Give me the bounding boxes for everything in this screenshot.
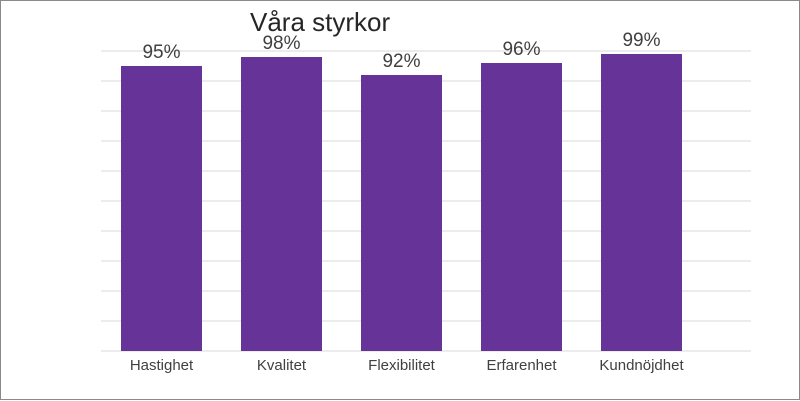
data-label: 95% — [142, 42, 180, 63]
x-tick-label: Flexibilitet — [368, 357, 436, 374]
bar-flexibilitet — [361, 75, 442, 351]
data-label: 96% — [502, 39, 540, 60]
bar-hastighet — [121, 66, 202, 351]
data-label: 92% — [382, 51, 420, 72]
bar-kvalitet — [241, 57, 322, 351]
bar-erfarenhet — [481, 63, 562, 351]
x-tick-label: Kundnöjdhet — [599, 357, 684, 374]
data-label: 98% — [262, 33, 300, 54]
data-label: 99% — [622, 30, 660, 51]
bar-kundnöjdhet — [601, 54, 682, 351]
chart-title: Våra styrkor — [250, 7, 391, 37]
x-tick-label: Kvalitet — [257, 357, 307, 374]
x-tick-label: Hastighet — [130, 357, 194, 374]
x-tick-label: Erfarenhet — [486, 357, 557, 374]
